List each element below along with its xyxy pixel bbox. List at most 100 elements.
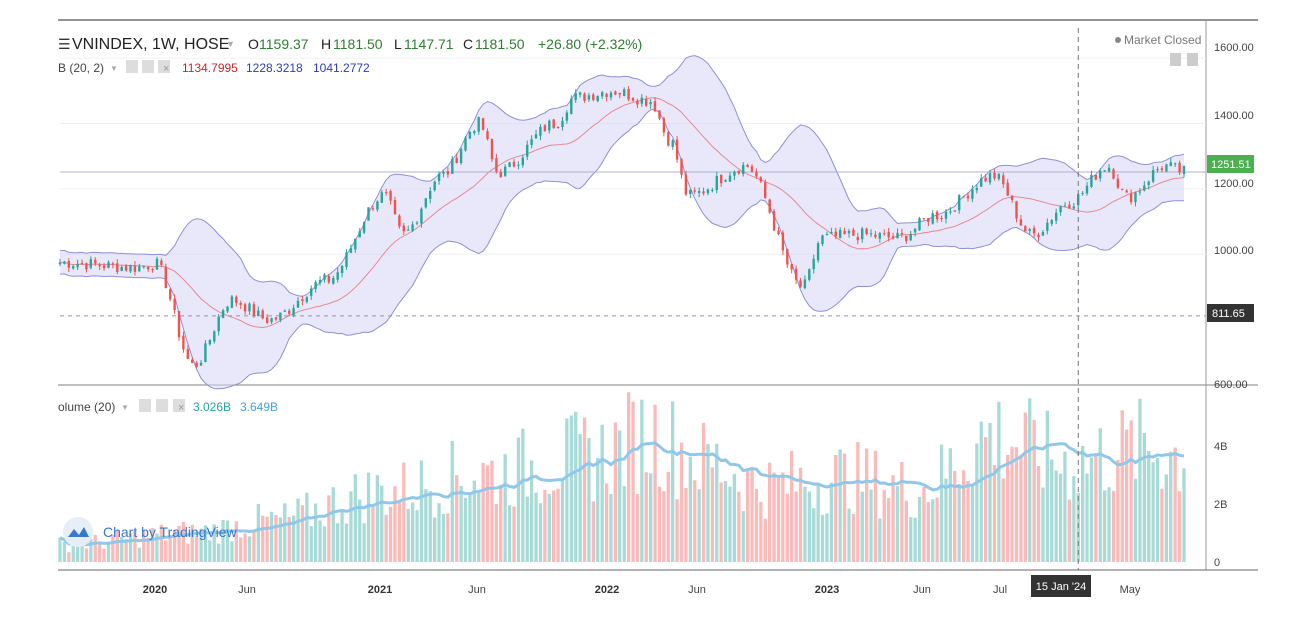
volume-bar[interactable] <box>820 514 825 562</box>
volume-bar[interactable] <box>327 495 331 562</box>
candle[interactable] <box>530 139 533 145</box>
volume-bar[interactable] <box>67 552 71 562</box>
volume-bar[interactable] <box>252 530 256 563</box>
candle[interactable] <box>605 93 608 97</box>
candle[interactable] <box>922 218 926 219</box>
volume-bar[interactable] <box>534 492 538 562</box>
volume-bar[interactable] <box>798 467 803 562</box>
volume-bar[interactable] <box>344 523 349 562</box>
candle[interactable] <box>349 248 353 253</box>
candle[interactable] <box>512 161 516 167</box>
candle[interactable] <box>1072 206 1075 209</box>
candle[interactable] <box>746 164 749 168</box>
volume-bar[interactable] <box>274 515 278 562</box>
candle[interactable] <box>1134 192 1137 203</box>
volume-bar[interactable] <box>446 513 450 562</box>
candle[interactable] <box>997 173 1001 179</box>
chevron-down-icon[interactable]: ▼ <box>121 403 129 412</box>
volume-bar[interactable] <box>812 508 816 562</box>
candle[interactable] <box>182 335 185 350</box>
volume-bar[interactable] <box>622 486 626 562</box>
volume-bar[interactable] <box>869 489 873 563</box>
volume-bar[interactable] <box>278 517 282 563</box>
volume-bar[interactable] <box>851 514 856 562</box>
candle[interactable] <box>415 222 419 224</box>
candle[interactable] <box>239 303 242 305</box>
volume-bar[interactable] <box>768 462 772 562</box>
volume-bar[interactable] <box>582 417 587 563</box>
volume-bar[interactable] <box>181 521 186 562</box>
volume-bar[interactable] <box>737 491 741 562</box>
volume-bar[interactable] <box>58 537 62 562</box>
volume-bar[interactable] <box>556 488 560 562</box>
candle[interactable] <box>314 281 317 289</box>
volume-bar[interactable] <box>98 542 102 562</box>
volume-bar[interactable] <box>935 497 939 562</box>
volume-bar[interactable] <box>829 482 833 562</box>
candle[interactable] <box>208 339 212 345</box>
volume-bar[interactable] <box>261 515 265 562</box>
volume-bar[interactable] <box>133 531 137 562</box>
volume-bar[interactable] <box>715 443 719 562</box>
volume-bar[interactable] <box>530 460 534 562</box>
volume-legend[interactable]: olume (20) ▼ × 3.026B 3.649B <box>58 399 278 414</box>
volume-bar[interactable] <box>71 544 75 562</box>
candle[interactable] <box>891 236 895 239</box>
volume-bar[interactable] <box>909 517 913 562</box>
volume-bar[interactable] <box>230 541 234 562</box>
candle[interactable] <box>508 162 511 167</box>
volume-bar[interactable] <box>574 411 578 562</box>
candle[interactable] <box>186 349 189 359</box>
candle[interactable] <box>340 266 344 273</box>
volume-bar[interactable] <box>358 499 362 562</box>
candle[interactable] <box>433 181 436 191</box>
volume-bar[interactable] <box>521 428 525 562</box>
candle[interactable] <box>755 171 758 177</box>
candle[interactable] <box>1028 229 1031 231</box>
candle[interactable] <box>252 304 256 316</box>
volume-bar[interactable] <box>499 484 503 562</box>
candle[interactable] <box>1010 195 1014 200</box>
candle[interactable] <box>874 234 877 238</box>
volume-bar[interactable] <box>384 514 388 562</box>
candle[interactable] <box>702 191 705 194</box>
volume-bar[interactable] <box>1036 466 1041 562</box>
volume-bar[interactable] <box>1028 398 1032 562</box>
volume-bar[interactable] <box>494 504 498 562</box>
volume-bar[interactable] <box>975 443 979 563</box>
volume-bar[interactable] <box>922 486 926 562</box>
candle[interactable] <box>574 93 577 100</box>
volume-bar[interactable] <box>164 540 168 562</box>
candle[interactable] <box>543 125 547 132</box>
close-icon[interactable]: × <box>178 402 184 414</box>
candle[interactable] <box>111 263 115 265</box>
candle[interactable] <box>1046 222 1049 231</box>
volume-bar[interactable] <box>212 524 216 562</box>
candle[interactable] <box>468 131 472 139</box>
volume-bar[interactable] <box>234 521 238 562</box>
candle[interactable] <box>230 296 234 308</box>
candle[interactable] <box>1085 185 1089 194</box>
candle[interactable] <box>847 231 851 234</box>
eye-icon[interactable] <box>126 60 138 73</box>
volume-bar[interactable] <box>292 515 296 563</box>
volume-bar[interactable] <box>1169 451 1173 562</box>
volume-bar[interactable] <box>944 478 948 562</box>
candle[interactable] <box>865 228 868 235</box>
volume-bar[interactable] <box>587 438 591 562</box>
candle[interactable] <box>587 95 591 100</box>
volume-bar[interactable] <box>1085 473 1089 562</box>
candle[interactable] <box>812 258 815 270</box>
candle[interactable] <box>799 280 802 287</box>
volume-bar[interactable] <box>688 456 692 562</box>
volume-bar[interactable] <box>62 541 67 562</box>
candle[interactable] <box>680 158 683 175</box>
volume-bar[interactable] <box>1063 451 1067 562</box>
volume-bar[interactable] <box>953 470 957 562</box>
candle[interactable] <box>217 316 220 332</box>
candle[interactable] <box>504 166 507 176</box>
candle[interactable] <box>221 310 225 318</box>
volume-bar[interactable] <box>547 493 551 562</box>
candle[interactable] <box>1178 162 1181 173</box>
candle[interactable] <box>565 112 569 121</box>
